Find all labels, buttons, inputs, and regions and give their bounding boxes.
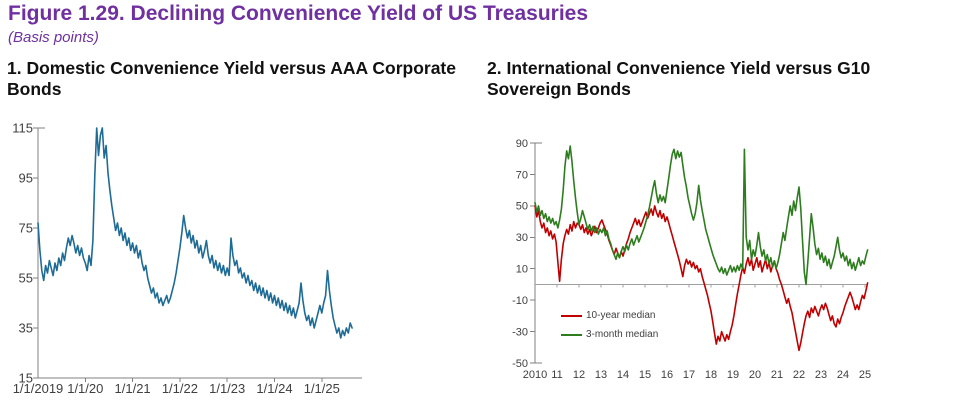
x-tick-label: 15	[639, 369, 651, 381]
x-tick-label: 1/1/21	[115, 381, 151, 396]
x-tick-label: 16	[661, 369, 673, 381]
legend-item-10-year-median: 10-year median	[561, 310, 658, 321]
x-tick-label: 1/1/23	[209, 381, 245, 396]
x-tick-label: 21	[771, 369, 783, 381]
y-tick-label: 75	[19, 221, 33, 236]
x-tick-label: 25	[859, 369, 871, 381]
y-tick-label: 10	[516, 264, 528, 276]
y-tick-label: 30	[516, 232, 528, 244]
x-tick-label: 1/1/25	[304, 381, 340, 396]
legend-label: 3-month median	[586, 329, 659, 340]
x-tick-label: 13	[595, 369, 607, 381]
y-tick-label: 15	[19, 371, 33, 386]
x-tick-label: 11	[551, 369, 562, 381]
y-tick-label: 35	[19, 321, 33, 336]
3-month-median-line-swatch	[561, 333, 582, 336]
x-tick-label: 18	[705, 369, 717, 381]
x-tick-label: 1/1/22	[162, 381, 198, 396]
y-tick-label: -10	[512, 295, 528, 307]
legend: 10-year median 3-month median	[561, 310, 658, 340]
figure-subtitle: (Basis points)	[8, 29, 99, 46]
y-tick-label: 70	[516, 169, 528, 181]
y-tick-label: 115	[12, 121, 33, 136]
x-tick-label: 23	[815, 369, 827, 381]
x-tick-label: 1/1/20	[67, 381, 103, 396]
3-month-median-line	[534, 145, 869, 286]
x-tick-label: 12	[573, 369, 585, 381]
10-year-median-line-swatch	[561, 314, 582, 317]
domestic-convenience-yield-chart: 115 95 75 55 35 151/1/2019 1/1/20 1/1/21 1/1/22 1…	[12, 121, 362, 396]
y-tick-label: -30	[512, 326, 528, 338]
x-tick-label: 20	[749, 369, 761, 381]
figure-title: Figure 1.29. Declining Convenience Yield…	[8, 2, 589, 25]
10-year-median-line	[534, 205, 869, 352]
x-tick-label: 22	[793, 369, 805, 381]
y-tick-label: 90	[516, 138, 528, 150]
x-tick-label: 14	[617, 369, 629, 381]
x-tick-label: 1/1/2019	[13, 381, 64, 396]
legend-label: 10-year median	[586, 310, 656, 321]
panel2-heading: 2. International Convenience Yield versu…	[487, 58, 871, 100]
x-tick-label: 17	[683, 369, 695, 381]
x-tick-label: 1/1/24	[256, 381, 292, 396]
x-tick-label: 24	[837, 369, 849, 381]
legend-item-3-month-median: 3-month median	[561, 329, 658, 340]
x-tick-label: 2010	[523, 369, 547, 381]
y-tick-label: 55	[19, 271, 33, 286]
x-tick-label: 19	[727, 369, 739, 381]
y-tick-label: 50	[516, 201, 528, 213]
domestic-convenience-yield-line	[37, 127, 353, 339]
panel1-heading: 1. Domestic Convenience Yield versus AAA…	[7, 58, 456, 100]
y-tick-label: -50	[512, 358, 528, 370]
y-tick-label: 95	[19, 171, 33, 186]
